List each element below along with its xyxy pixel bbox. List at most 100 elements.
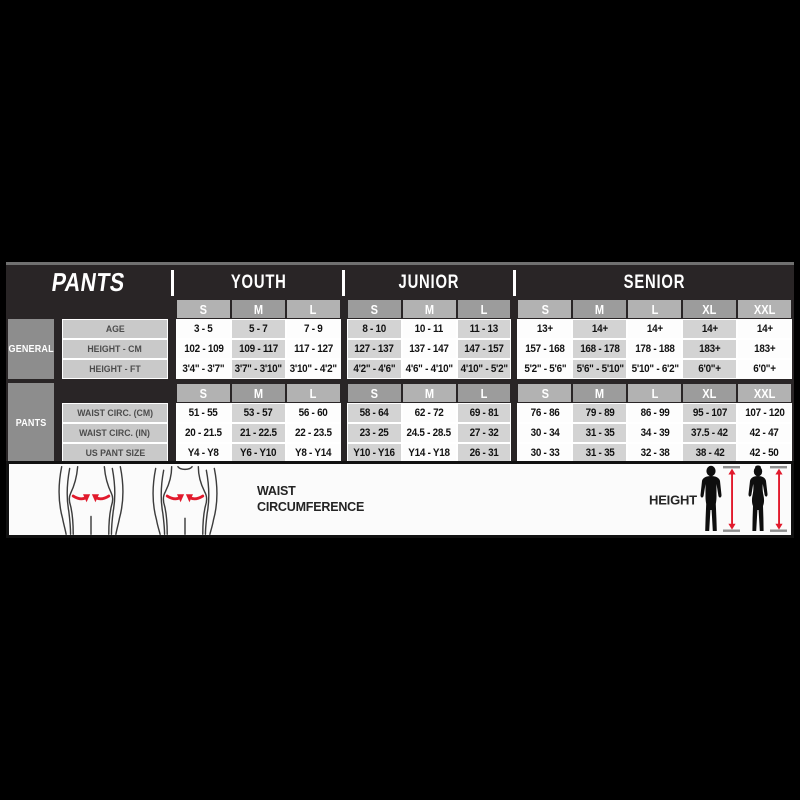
data-cell-text: 53 - 57 [243, 407, 273, 419]
data-cell-text: 42 - 50 [750, 447, 780, 459]
data-cell-text: 14+ [701, 323, 718, 335]
data-cell-text: 95 - 107 [692, 407, 727, 419]
data-cell: 31 - 35 [572, 423, 628, 443]
data-cell-text: 58 - 64 [359, 407, 389, 419]
data-cell: 31 - 35 [572, 443, 628, 463]
data-cell-text: 3'7" - 3'10" [234, 363, 282, 375]
data-cell: 21 - 22.5 [230, 423, 286, 443]
size-header-s: S [518, 300, 572, 318]
data-cell: 14+ [737, 319, 792, 339]
data-cell-text: 6'0"+ [753, 363, 776, 375]
data-cell: 3'7" - 3'10" [230, 359, 286, 379]
data-cell: 4'2" - 4'6" [346, 359, 402, 379]
size-header-m-text: M [595, 385, 605, 401]
data-cell-text: 5'2" - 5'6" [523, 363, 566, 375]
data-cell: 5 - 7 [230, 319, 286, 339]
data-cell: 37.5 - 42 [682, 423, 738, 443]
data-cell-text: 137 - 147 [409, 343, 449, 355]
data-cell: 183+ [682, 339, 738, 359]
size-header-m-text: M [424, 301, 434, 317]
data-cell: 32 - 38 [627, 443, 683, 463]
section-header-senior-text: SENIOR [623, 271, 686, 293]
size-header-s: S [518, 384, 572, 402]
measurement-legend: WAIST CIRCUMFERENCE HEIGHT [6, 461, 794, 538]
data-cell-text: 10 - 11 [414, 323, 444, 335]
data-cell-text: 20 - 21.5 [185, 427, 222, 439]
size-header-l: L [457, 300, 511, 318]
data-cell: Y8 - Y14 [285, 443, 341, 463]
size-header-l: L [628, 384, 682, 402]
data-cell: 79 - 89 [572, 403, 628, 423]
size-header-s: S [177, 300, 230, 318]
row-label-text: AGE [105, 323, 125, 335]
size-header-l-text: L [480, 301, 488, 317]
section-separator [170, 269, 174, 296]
data-cell-text: 107 - 120 [744, 407, 785, 419]
chart-title: PANTS [8, 266, 168, 299]
data-cell: 178 - 188 [627, 339, 683, 359]
group-label-general: GENERAL [8, 319, 54, 379]
data-cell-text: 31 - 35 [585, 447, 615, 459]
data-cell: 6'0"+ [737, 359, 792, 379]
male-silhouette-icon [700, 465, 722, 531]
data-cell: 14+ [572, 319, 628, 339]
data-cell: 183+ [737, 339, 792, 359]
data-cell-text: 76 - 86 [530, 407, 560, 419]
data-cell-text: 14+ [756, 323, 773, 335]
data-cell-text: 30 - 33 [530, 447, 560, 459]
data-cell: 4'10" - 5'2" [456, 359, 512, 379]
size-header-s: S [347, 384, 401, 402]
size-header-xl: XL [683, 384, 737, 402]
data-cell-text: Y10 - Y16 [353, 447, 395, 459]
data-cell: 14+ [682, 319, 738, 339]
data-cell: Y10 - Y16 [346, 443, 402, 463]
size-header-m: M [231, 300, 285, 318]
data-cell-text: 30 - 34 [530, 427, 560, 439]
size-chart-grid: PANTS YOUTH JUNIOR SENIOR S M L S M L S M L XL XXL S M L… [8, 266, 792, 463]
data-cell: 22 - 23.5 [285, 423, 341, 443]
size-header-l-text: L [651, 385, 659, 401]
data-cell: 107 - 120 [737, 403, 792, 423]
size-header-m-text: M [424, 385, 434, 401]
data-cell-text: 3 - 5 [194, 323, 213, 335]
data-cell-text: 14+ [591, 323, 608, 335]
data-cell: 56 - 60 [285, 403, 341, 423]
group-label-pants-text: PANTS [15, 417, 47, 429]
row-label-text: WAIST CIRC. (IN) [79, 427, 151, 439]
chart-title-text: PANTS [49, 267, 127, 297]
size-header-s: S [177, 384, 230, 402]
data-cell-text: 56 - 60 [298, 407, 328, 419]
section-separator [512, 269, 516, 296]
pants-size-chart: PANTS YOUTH JUNIOR SENIOR S M L S M L S M L XL XXL S M L… [6, 262, 794, 466]
waist-circumference-label: WAIST CIRCUMFERENCE [257, 483, 365, 515]
data-cell-text: 38 - 42 [695, 447, 725, 459]
size-header-xl-text: XL [702, 301, 717, 317]
data-cell-text: Y4 - Y8 [187, 447, 219, 459]
data-cell: 109 - 117 [230, 339, 286, 359]
female-silhouette-icon [748, 465, 768, 531]
data-cell-text: 11 - 13 [469, 323, 499, 335]
data-cell-text: 69 - 81 [469, 407, 499, 419]
row-label: WAIST CIRC. (IN) [62, 423, 168, 443]
size-header-s-text: S [541, 301, 549, 317]
data-cell: 157 - 168 [517, 339, 573, 359]
data-cell: Y4 - Y8 [176, 443, 231, 463]
data-cell: 27 - 32 [456, 423, 512, 443]
size-header-l-text: L [309, 301, 317, 317]
data-cell-text: 109 - 117 [238, 343, 278, 355]
data-cell: 69 - 81 [456, 403, 512, 423]
size-header-s-text: S [541, 385, 549, 401]
data-cell-text: 21 - 22.5 [240, 427, 277, 439]
row-label-text: HEIGHT - FT [89, 363, 141, 375]
size-header-l: L [286, 300, 340, 318]
female-height-arrow [770, 466, 787, 532]
section-header-junior: JUNIOR [347, 266, 512, 299]
data-cell-text: 79 - 89 [585, 407, 615, 419]
data-cell-text: 157 - 168 [525, 343, 565, 355]
data-cell: 23 - 25 [346, 423, 402, 443]
data-cell-text: 34 - 39 [640, 427, 670, 439]
size-header-xxl-text: XXL [753, 385, 776, 401]
section-header-youth-text: YOUTH [230, 271, 287, 293]
data-cell: Y14 - Y18 [401, 443, 457, 463]
